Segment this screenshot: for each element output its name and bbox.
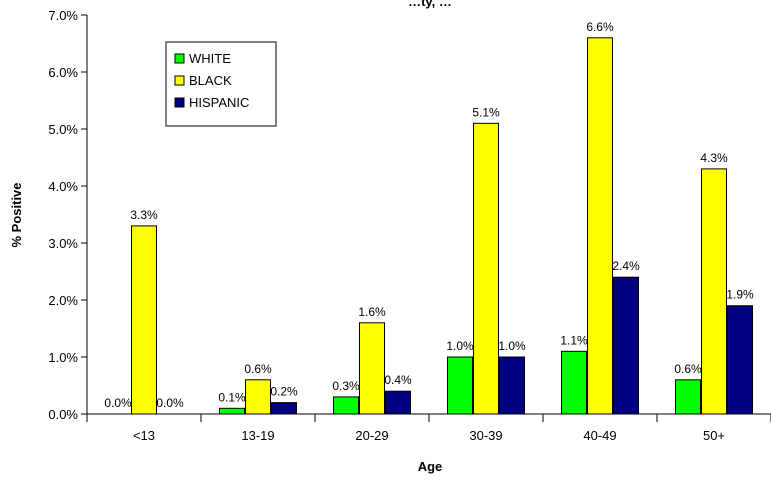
data-label-black-3: 5.1%	[472, 105, 500, 119]
x-tick-label: 30-39	[469, 428, 502, 443]
legend: WHITE BLACK HISPANIC	[165, 41, 277, 127]
data-label-white-5: 0.6%	[674, 362, 702, 376]
data-label-black-2: 1.6%	[358, 305, 386, 319]
x-tick-label: 13-19	[241, 428, 274, 443]
x-tick-label: 50+	[703, 428, 725, 443]
data-label-hispanic-2: 0.4%	[384, 373, 412, 387]
y-tick-label: 5.0%	[48, 122, 78, 137]
bar-hispanic-3	[499, 356, 525, 415]
legend-label-black: BLACK	[189, 73, 232, 88]
y-tick-label: 0.0%	[48, 407, 78, 422]
data-label-hispanic-5: 1.9%	[726, 288, 754, 302]
data-label-hispanic-4: 2.4%	[612, 259, 640, 273]
bar-white-1	[219, 407, 245, 415]
data-label-white-3: 1.0%	[446, 339, 474, 353]
legend-swatch-hispanic	[174, 97, 185, 108]
y-axis-ticks: 0.0% 1.0% 2.0% 3.0% 4.0% 5.0% 6.0% 7.0%	[48, 8, 88, 422]
legend-swatch-black	[174, 75, 185, 86]
x-tick-label: 40-49	[583, 428, 616, 443]
data-label-hispanic-1: 0.2%	[270, 385, 298, 399]
y-tick-label: 4.0%	[48, 179, 78, 194]
data-label-white-1: 0.1%	[218, 390, 246, 404]
data-label-black-4: 6.6%	[586, 20, 614, 34]
data-labels: 0.0% 0.1% 0.3% 1.0% 1.1% 0.6% 3.3% 0.6% 1.6% 5.1%…	[104, 20, 754, 410]
y-tick-label: 1.0%	[48, 350, 78, 365]
data-label-black-0: 3.3%	[130, 208, 158, 222]
bar-white-5	[675, 379, 701, 415]
bar-black-2	[359, 322, 385, 415]
bar-white-2	[333, 396, 359, 415]
bars	[131, 37, 753, 415]
bar-black-0	[131, 225, 157, 415]
y-tick-label: 6.0%	[48, 65, 78, 80]
x-axis: <13 13-19 20-29 30-39 40-49 50+	[86, 413, 771, 443]
y-tick-label: 7.0%	[48, 8, 78, 23]
bar-white-4	[561, 350, 587, 415]
x-tick-label: <13	[133, 428, 155, 443]
bar-hispanic-5	[727, 305, 753, 415]
bar-white-3	[447, 356, 473, 415]
data-label-black-5: 4.3%	[700, 151, 728, 165]
bar-black-3	[473, 122, 499, 415]
bar-hispanic-2	[385, 390, 411, 415]
y-tick-label: 2.0%	[48, 293, 78, 308]
bar-hispanic-1	[271, 402, 297, 415]
bar-black-1	[245, 379, 271, 415]
data-label-white-4: 1.1%	[560, 333, 588, 347]
x-axis-title: Age	[418, 459, 443, 474]
chart-title: …ty, …	[408, 0, 452, 9]
data-label-white-0: 0.0%	[104, 396, 132, 410]
bar-hispanic-4	[613, 276, 639, 415]
legend-label-white: WHITE	[189, 51, 231, 66]
bar-black-4	[587, 37, 613, 415]
legend-label-hispanic: HISPANIC	[189, 95, 249, 110]
y-tick-label: 3.0%	[48, 236, 78, 251]
x-tick-label: 20-29	[355, 428, 388, 443]
data-label-hispanic-0: 0.0%	[156, 396, 184, 410]
data-label-white-2: 0.3%	[332, 379, 360, 393]
bar-black-5	[701, 168, 727, 415]
data-label-hispanic-3: 1.0%	[498, 339, 526, 353]
y-axis-title: % Positive	[9, 182, 24, 247]
legend-swatch-white	[174, 53, 185, 64]
data-label-black-1: 0.6%	[244, 362, 272, 376]
